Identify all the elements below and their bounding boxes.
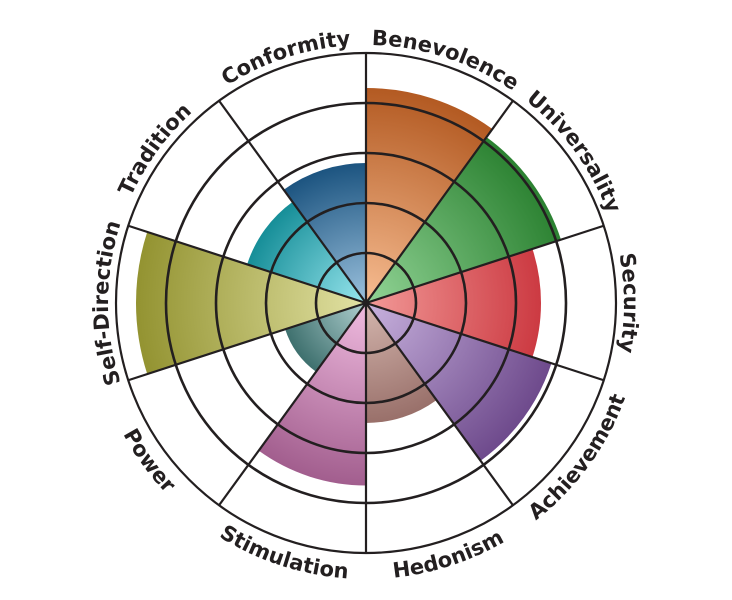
wedge-universality: [366, 137, 561, 303]
label-conformity: Conformity: [217, 26, 351, 89]
label-security: Security: [614, 251, 643, 355]
wedge-power: [285, 303, 366, 372]
grid-spoke: [127, 224, 367, 305]
label-stimulation: Stimulation: [216, 520, 350, 583]
label-benevolence: Benevolence: [371, 26, 523, 95]
wedge-hedonism: [366, 303, 437, 423]
grid: [114, 51, 618, 555]
grid-spoke: [365, 100, 514, 304]
wedges: [136, 88, 561, 486]
grid-spoke: [127, 301, 367, 382]
grid-spoke: [365, 302, 514, 506]
label-self-direction: Self-Direction: [89, 218, 125, 389]
wedge-self-direction: [136, 231, 366, 375]
grid-spoke: [365, 301, 605, 382]
grid-spoke: [218, 302, 367, 506]
label-tradition: Tradition: [114, 98, 196, 199]
wedge-achievement: [366, 303, 552, 461]
wedge-stimulation: [258, 303, 366, 486]
label-hedonism: Hedonism: [391, 525, 507, 583]
wedge-conformity: [283, 163, 366, 303]
grid-spoke: [365, 224, 605, 305]
wedge-benevolence: [366, 88, 493, 303]
grid-spoke: [218, 100, 367, 304]
label-achievement: Achievement: [524, 391, 630, 525]
wedge-security: [366, 248, 541, 358]
wedge-tradition: [247, 201, 366, 303]
